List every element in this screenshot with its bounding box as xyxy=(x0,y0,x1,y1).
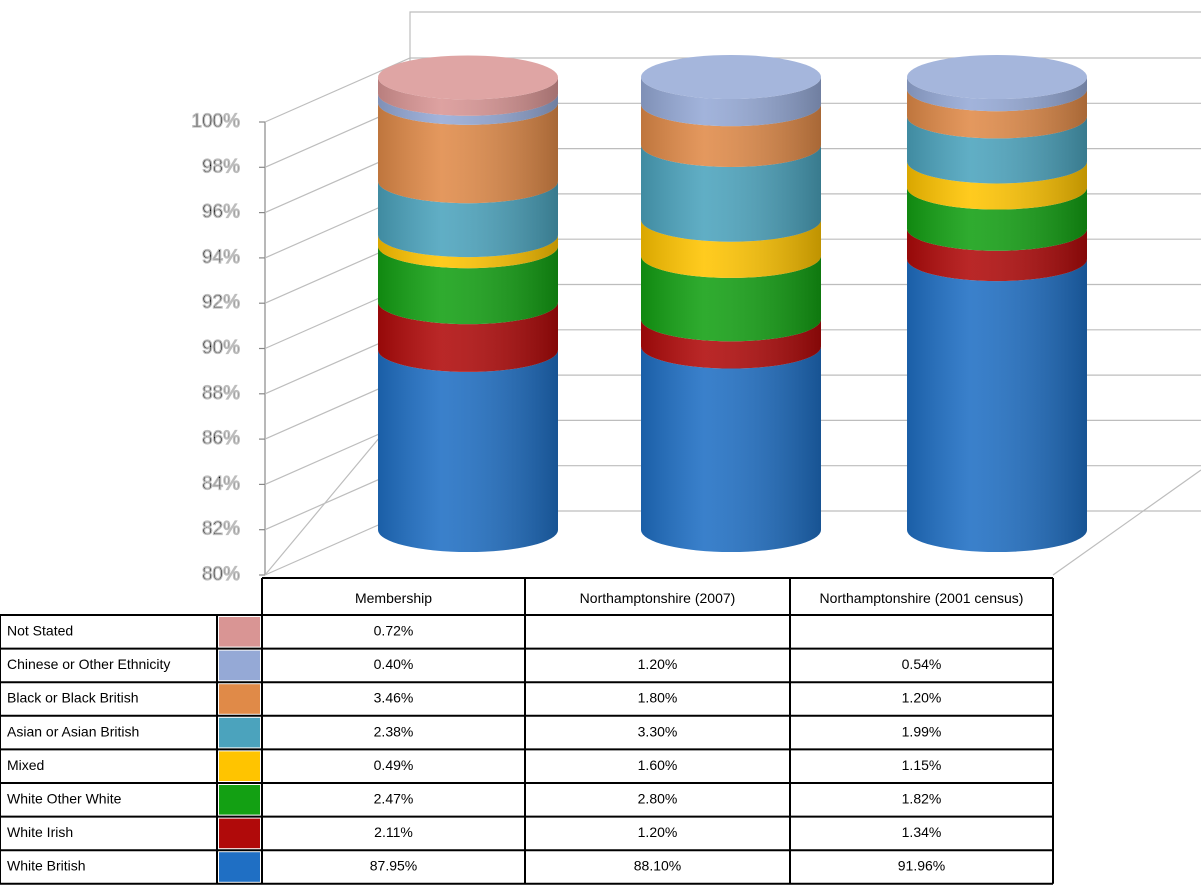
cell-value: 1.20% xyxy=(638,656,678,672)
cell-value: 0.49% xyxy=(374,757,414,773)
y-tick-label: 80% xyxy=(202,564,240,585)
cell-value: 88.10% xyxy=(634,858,681,874)
y-tick-label: 82% xyxy=(202,519,240,540)
column-header: Northamptonshire (2007) xyxy=(580,590,736,606)
legend-label: Chinese or Other Ethnicity xyxy=(7,656,170,672)
y-tick-label: 92% xyxy=(202,292,240,313)
legend-swatch xyxy=(219,717,260,748)
y-tick-label: 100% xyxy=(191,111,240,132)
legend-label: Asian or Asian British xyxy=(7,723,139,739)
y-tick-label: 84% xyxy=(202,473,240,494)
cell-value: 1.20% xyxy=(902,690,942,706)
cylinder-top xyxy=(378,55,558,100)
cell-value: 1.60% xyxy=(638,757,678,773)
cell-value: 0.40% xyxy=(374,656,414,672)
column-header: Membership xyxy=(355,590,432,606)
legend-swatch xyxy=(219,650,260,681)
legend-label: White Other White xyxy=(7,791,122,807)
cell-value: 0.72% xyxy=(374,623,414,639)
cylinder-segment xyxy=(378,349,558,552)
cylinder-top xyxy=(641,55,821,99)
cell-value: 2.38% xyxy=(374,723,414,739)
legend-label: White Irish xyxy=(7,824,73,840)
legend-label: Black or Black British xyxy=(7,690,138,706)
cell-value: 1.15% xyxy=(902,757,942,773)
cell-value: 91.96% xyxy=(898,858,945,874)
y-tick-label: 86% xyxy=(202,428,240,449)
legend-label: Not Stated xyxy=(7,623,73,639)
cell-value: 1.80% xyxy=(638,690,678,706)
legend-swatch xyxy=(219,785,260,815)
y-tick-label: 98% xyxy=(202,156,240,177)
cell-value: 2.47% xyxy=(374,791,414,807)
floor-edge xyxy=(1052,469,1201,576)
column-header: Northamptonshire (2001 census) xyxy=(820,590,1024,606)
cylinder-segment xyxy=(907,259,1087,552)
cell-value: 87.95% xyxy=(370,858,417,874)
legend-swatch xyxy=(219,751,260,781)
legend-swatch xyxy=(219,818,260,849)
cell-value: 1.99% xyxy=(902,723,942,739)
cell-value: 0.54% xyxy=(902,656,942,672)
data-table: Membership Northamptonshire (2007) Northam… xyxy=(0,577,1054,885)
cell-value: 2.11% xyxy=(374,824,413,840)
grid-line xyxy=(264,57,1201,123)
cell-value: 3.30% xyxy=(638,723,678,739)
y-tick-label: 94% xyxy=(202,247,240,268)
bars xyxy=(378,55,1087,552)
cell-value: 1.20% xyxy=(638,824,678,840)
cylinder-top xyxy=(907,55,1087,99)
cell-value: 1.82% xyxy=(902,791,942,807)
cell-value: 3.46% xyxy=(374,690,414,706)
legend-label: White British xyxy=(7,858,86,874)
y-tick-label: 90% xyxy=(202,338,240,359)
legend-swatch xyxy=(219,852,260,882)
cylinder-segment xyxy=(641,346,821,552)
legend-swatch xyxy=(219,684,260,714)
legend-swatch xyxy=(219,617,260,647)
legend-label: Mixed xyxy=(7,757,44,773)
y-tick-label: 88% xyxy=(202,383,240,404)
cell-value: 2.80% xyxy=(638,791,678,807)
y-tick-label: 96% xyxy=(202,202,240,223)
cell-value: 1.34% xyxy=(902,824,942,840)
